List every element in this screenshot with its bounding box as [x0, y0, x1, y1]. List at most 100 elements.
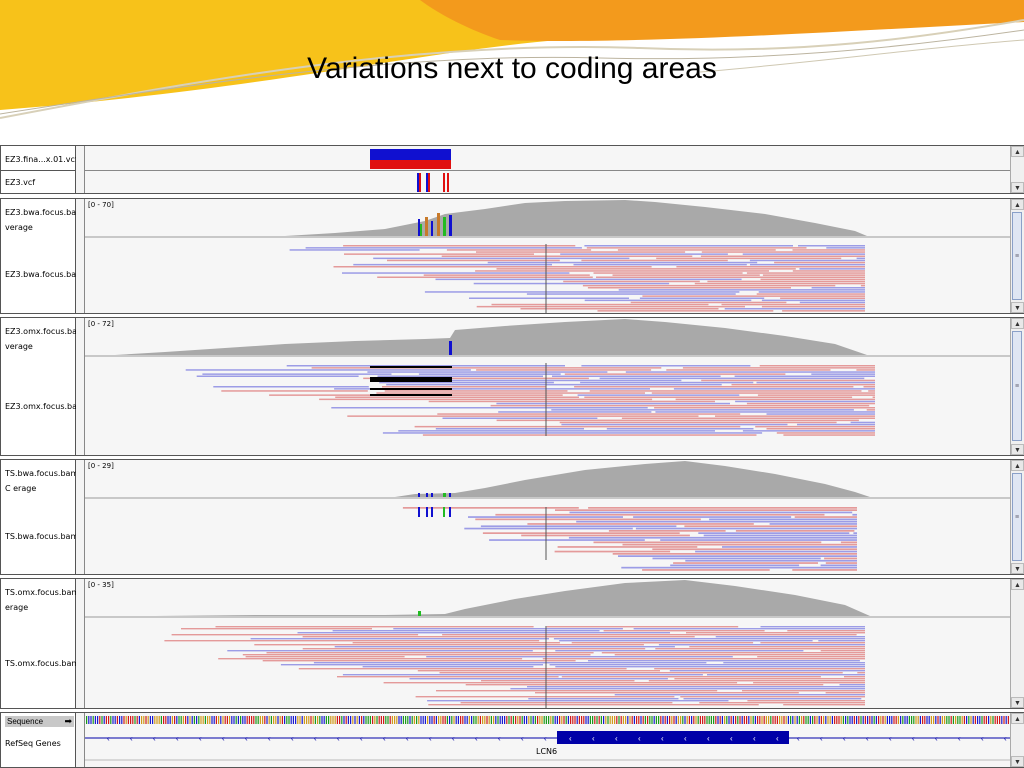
- read: [818, 640, 865, 642]
- sequence-base: [407, 716, 409, 724]
- sequence-base: [930, 716, 932, 724]
- sequence-base: [805, 716, 807, 724]
- scroll-down-arrow-icon[interactable]: ▼: [1011, 182, 1024, 193]
- ts-bwa-scrollbar[interactable]: ▲ ≡ ▼: [1010, 460, 1024, 574]
- track-name-alignment[interactable]: EZ3.bwa.focus.bam: [5, 270, 76, 279]
- track-name-coverage[interactable]: EZ3.omx.focus.bam verage: [5, 327, 76, 351]
- vcf-variant-mark[interactable]: [447, 173, 449, 192]
- sequence-base: [526, 716, 528, 724]
- scroll-up-arrow-icon[interactable]: ▲: [1011, 460, 1024, 471]
- scroll-down-arrow-icon[interactable]: ▼: [1011, 444, 1024, 455]
- track-name-vcf[interactable]: EZ3.vcf: [5, 178, 36, 187]
- read: [417, 670, 660, 672]
- scroll-thumb[interactable]: ≡: [1012, 331, 1022, 441]
- sequence-base: [858, 716, 860, 724]
- scroll-up-arrow-icon[interactable]: ▲: [1011, 318, 1024, 329]
- sequence-base: [405, 716, 407, 724]
- sequence-base: [834, 716, 836, 724]
- strand-arrow: ‹: [268, 734, 271, 743]
- read: [683, 698, 862, 700]
- sequence-base: [578, 716, 580, 724]
- vcf-variant-block-blue[interactable]: [370, 149, 451, 160]
- read: [266, 652, 594, 654]
- strand-arrow-icon[interactable]: ➡: [64, 716, 72, 726]
- sequence-base: [908, 716, 910, 724]
- vcf-variant-block-red[interactable]: [370, 160, 451, 169]
- track-name-alignment[interactable]: TS.omx.focus.bam: [5, 659, 76, 668]
- read: [311, 367, 662, 369]
- ez3-bwa-scrollbar[interactable]: ▲ ≡ ▼: [1010, 199, 1024, 313]
- sequence-base: [671, 716, 673, 724]
- sequence-base: [380, 716, 382, 724]
- scroll-up-arrow-icon[interactable]: ▲: [1011, 199, 1024, 210]
- read: [774, 261, 865, 264]
- sequence-base: [706, 716, 708, 724]
- read: [782, 310, 865, 312]
- track-name-coverage[interactable]: EZ3.bwa.focus.bam verage: [5, 208, 76, 232]
- ts-omx-scrollbar[interactable]: ▲ ▼: [1010, 579, 1024, 708]
- sequence-base: [378, 716, 380, 724]
- track-name-coverage[interactable]: TS.bwa.focus.bam C erage: [5, 469, 76, 493]
- sequence-base: [97, 716, 99, 724]
- read: [655, 648, 865, 650]
- sequence-base: [779, 716, 781, 724]
- coverage-histogram: [395, 461, 870, 497]
- sequence-base: [262, 716, 264, 724]
- read: [475, 518, 701, 521]
- vcf-variant-mark[interactable]: [426, 173, 428, 192]
- sequence-base: [996, 716, 998, 724]
- sequence-base: [774, 716, 776, 724]
- feature-scrollbar[interactable]: ▲ ▼: [1010, 713, 1024, 767]
- vcf-variant-mark[interactable]: [443, 173, 445, 192]
- vcf-variant-mark[interactable]: [428, 173, 430, 192]
- sequence-base: [961, 716, 963, 724]
- scroll-thumb[interactable]: ≡: [1012, 473, 1022, 561]
- read: [648, 680, 865, 682]
- sequence-base: [851, 716, 853, 724]
- sequence-base: [675, 716, 677, 724]
- read: [379, 381, 554, 384]
- track-name-alignment[interactable]: EZ3.omx.focus.bam: [5, 402, 76, 411]
- sequence-base: [341, 716, 343, 724]
- sequence-base: [398, 716, 400, 724]
- scroll-thumb[interactable]: ≡: [1012, 212, 1022, 300]
- track-name-refseq[interactable]: RefSeq Genes: [5, 739, 61, 748]
- allele-bar: [418, 219, 420, 236]
- sequence-base: [442, 716, 444, 724]
- read: [319, 398, 653, 401]
- sequence-track-button[interactable]: Sequence ➡: [5, 716, 74, 727]
- track-name-coverage[interactable]: TS.omx.focus.bam erage: [5, 588, 76, 612]
- track-name-alignment[interactable]: TS.bwa.focus.bam: [5, 532, 76, 541]
- read: [333, 266, 652, 268]
- read: [652, 557, 821, 560]
- read: [409, 678, 668, 680]
- read: [480, 525, 677, 528]
- sequence-base: [911, 716, 913, 724]
- vcf-variant-mark[interactable]: [419, 173, 421, 192]
- sequence-base: [427, 716, 429, 724]
- read: [825, 562, 857, 564]
- scroll-up-arrow-icon[interactable]: ▲: [1011, 713, 1024, 724]
- scroll-up-arrow-icon[interactable]: ▲: [1011, 579, 1024, 590]
- scroll-down-arrow-icon[interactable]: ▼: [1011, 756, 1024, 767]
- scroll-up-arrow-icon[interactable]: ▲: [1011, 146, 1024, 157]
- read: [254, 644, 644, 646]
- sequence-base: [761, 716, 763, 724]
- scroll-down-arrow-icon[interactable]: ▼: [1011, 563, 1024, 574]
- strand-arrow: ‹: [981, 734, 984, 743]
- sequence-base: [475, 716, 477, 724]
- sequence-base: [772, 716, 774, 724]
- read: [792, 569, 857, 571]
- ts-bwa-data-area: [0 - 29]: [84, 460, 1010, 574]
- vcf-variant-mark[interactable]: [417, 173, 419, 192]
- scroll-down-arrow-icon[interactable]: ▼: [1011, 697, 1024, 708]
- track-name-vcf-focus[interactable]: EZ3.fina...x.01.vcf: [5, 155, 76, 164]
- sequence-base: [979, 716, 981, 724]
- strand-arrow: ‹: [753, 734, 756, 743]
- scroll-down-arrow-icon[interactable]: ▼: [1011, 302, 1024, 313]
- vcf-scrollbar[interactable]: ▲ ▼: [1010, 146, 1024, 193]
- sequence-base: [900, 716, 902, 724]
- ez3-omx-scrollbar[interactable]: ▲ ≡ ▼: [1010, 318, 1024, 455]
- sequence-base: [226, 716, 228, 724]
- sequence-base: [187, 716, 189, 724]
